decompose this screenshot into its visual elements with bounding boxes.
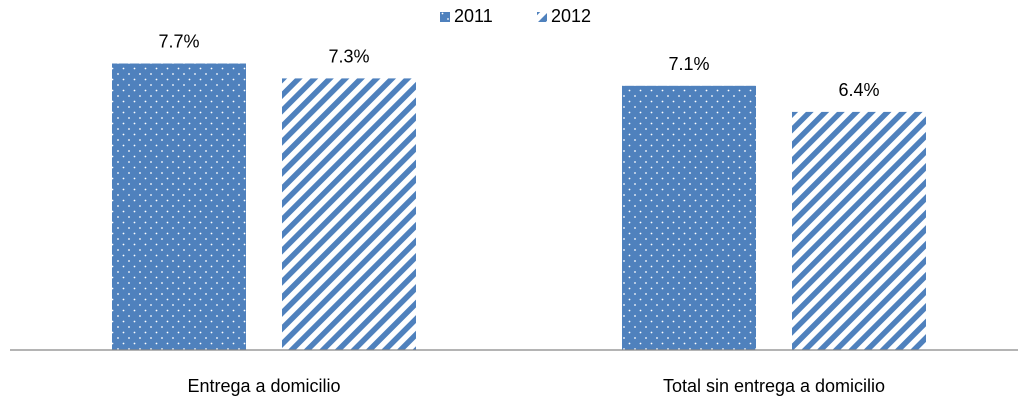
value-label: 7.3% [328,46,369,66]
bar-2012 [792,111,926,351]
bar-2011 [622,85,756,351]
legend: 2011 2012 [440,6,591,26]
category-label: Entrega a domicilio [187,376,340,396]
value-label: 7.7% [158,32,199,52]
legend-label-2012: 2012 [551,6,591,26]
value-label: 6.4% [838,80,879,100]
value-labels-group: 7.7% 7.3% 7.1% 6.4% [158,32,879,100]
legend-label-2011: 2011 [454,6,493,26]
bar-2012 [282,78,416,351]
bars-group [112,63,926,351]
legend-swatch-2012 [537,12,547,22]
bar-2011 [112,63,246,350]
category-labels-group: Entrega a domicilio Total sin entrega a … [187,376,885,396]
legend-swatch-2011 [440,12,450,22]
value-label: 7.1% [668,54,709,74]
category-label: Total sin entrega a domicilio [663,376,885,396]
